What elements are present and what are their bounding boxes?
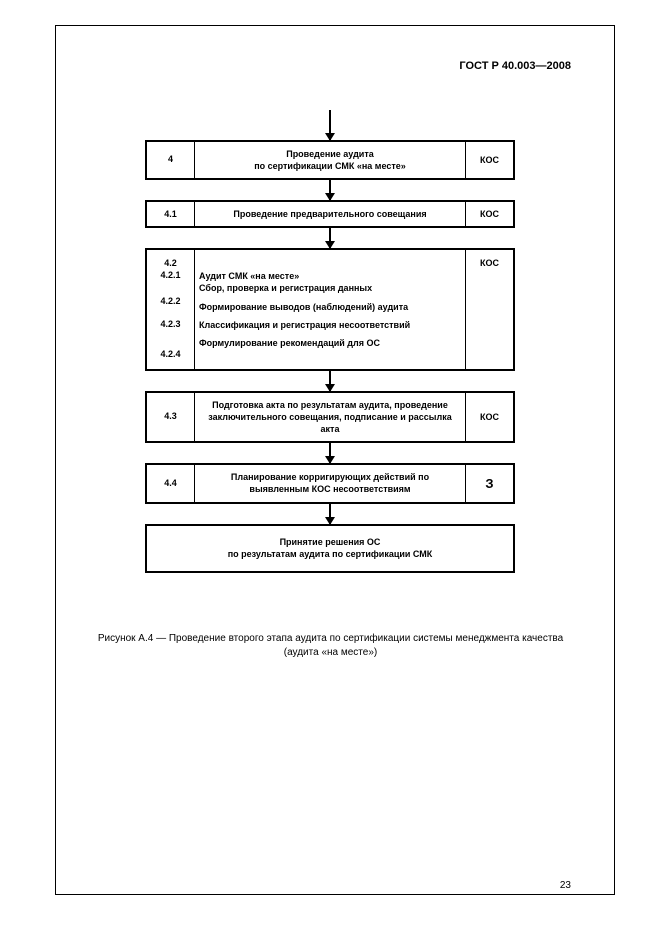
flow-node-4-4: 4.4 Планирование корригирующих действий … [145,463,515,503]
node-text: Проведение предварительного совещания [195,202,465,226]
document-header: ГОСТ Р 40.003—2008 [459,60,571,72]
arrow-start [329,110,331,140]
node-number: 4.3 [147,393,195,441]
node-text: Аудит СМК «на месте» Сбор, проверка и ре… [195,250,465,368]
node-number: 4.1 [147,202,195,226]
page-number: 23 [560,880,571,891]
node-text: Проведение аудита по сертификации СМК «н… [195,142,465,178]
node-right: КОС [465,142,513,178]
flowchart: 4 Проведение аудита по сертификации СМК … [145,110,515,573]
node-right: КОС [465,250,513,368]
connector [329,228,331,248]
flow-node-final: Принятие решения ОС по результатам аудит… [145,524,515,573]
node-number: 4.2 4.2.1 4.2.2 4.2.3 4.2.4 [147,250,195,368]
figure-caption: Рисунок А.4 — Проведение второго этапа а… [80,632,581,660]
flow-node-4-2: 4.2 4.2.1 4.2.2 4.2.3 4.2.4 Аудит СМК «н… [145,248,515,370]
flow-node-4: 4 Проведение аудита по сертификации СМК … [145,140,515,180]
node-right: З [465,465,513,501]
node-text: Планирование корригирующих действий по в… [195,465,465,501]
node-number: 4.4 [147,465,195,501]
node-right: КОС [465,393,513,441]
flow-node-4-1: 4.1 Проведение предварительного совещани… [145,200,515,228]
connector [329,371,331,391]
node-text: Подготовка акта по результатам аудита, п… [195,393,465,441]
connector [329,504,331,524]
node-number: 4 [147,142,195,178]
connector [329,180,331,200]
connector [329,443,331,463]
node-right: КОС [465,202,513,226]
flow-node-4-3: 4.3 Подготовка акта по результатам аудит… [145,391,515,443]
